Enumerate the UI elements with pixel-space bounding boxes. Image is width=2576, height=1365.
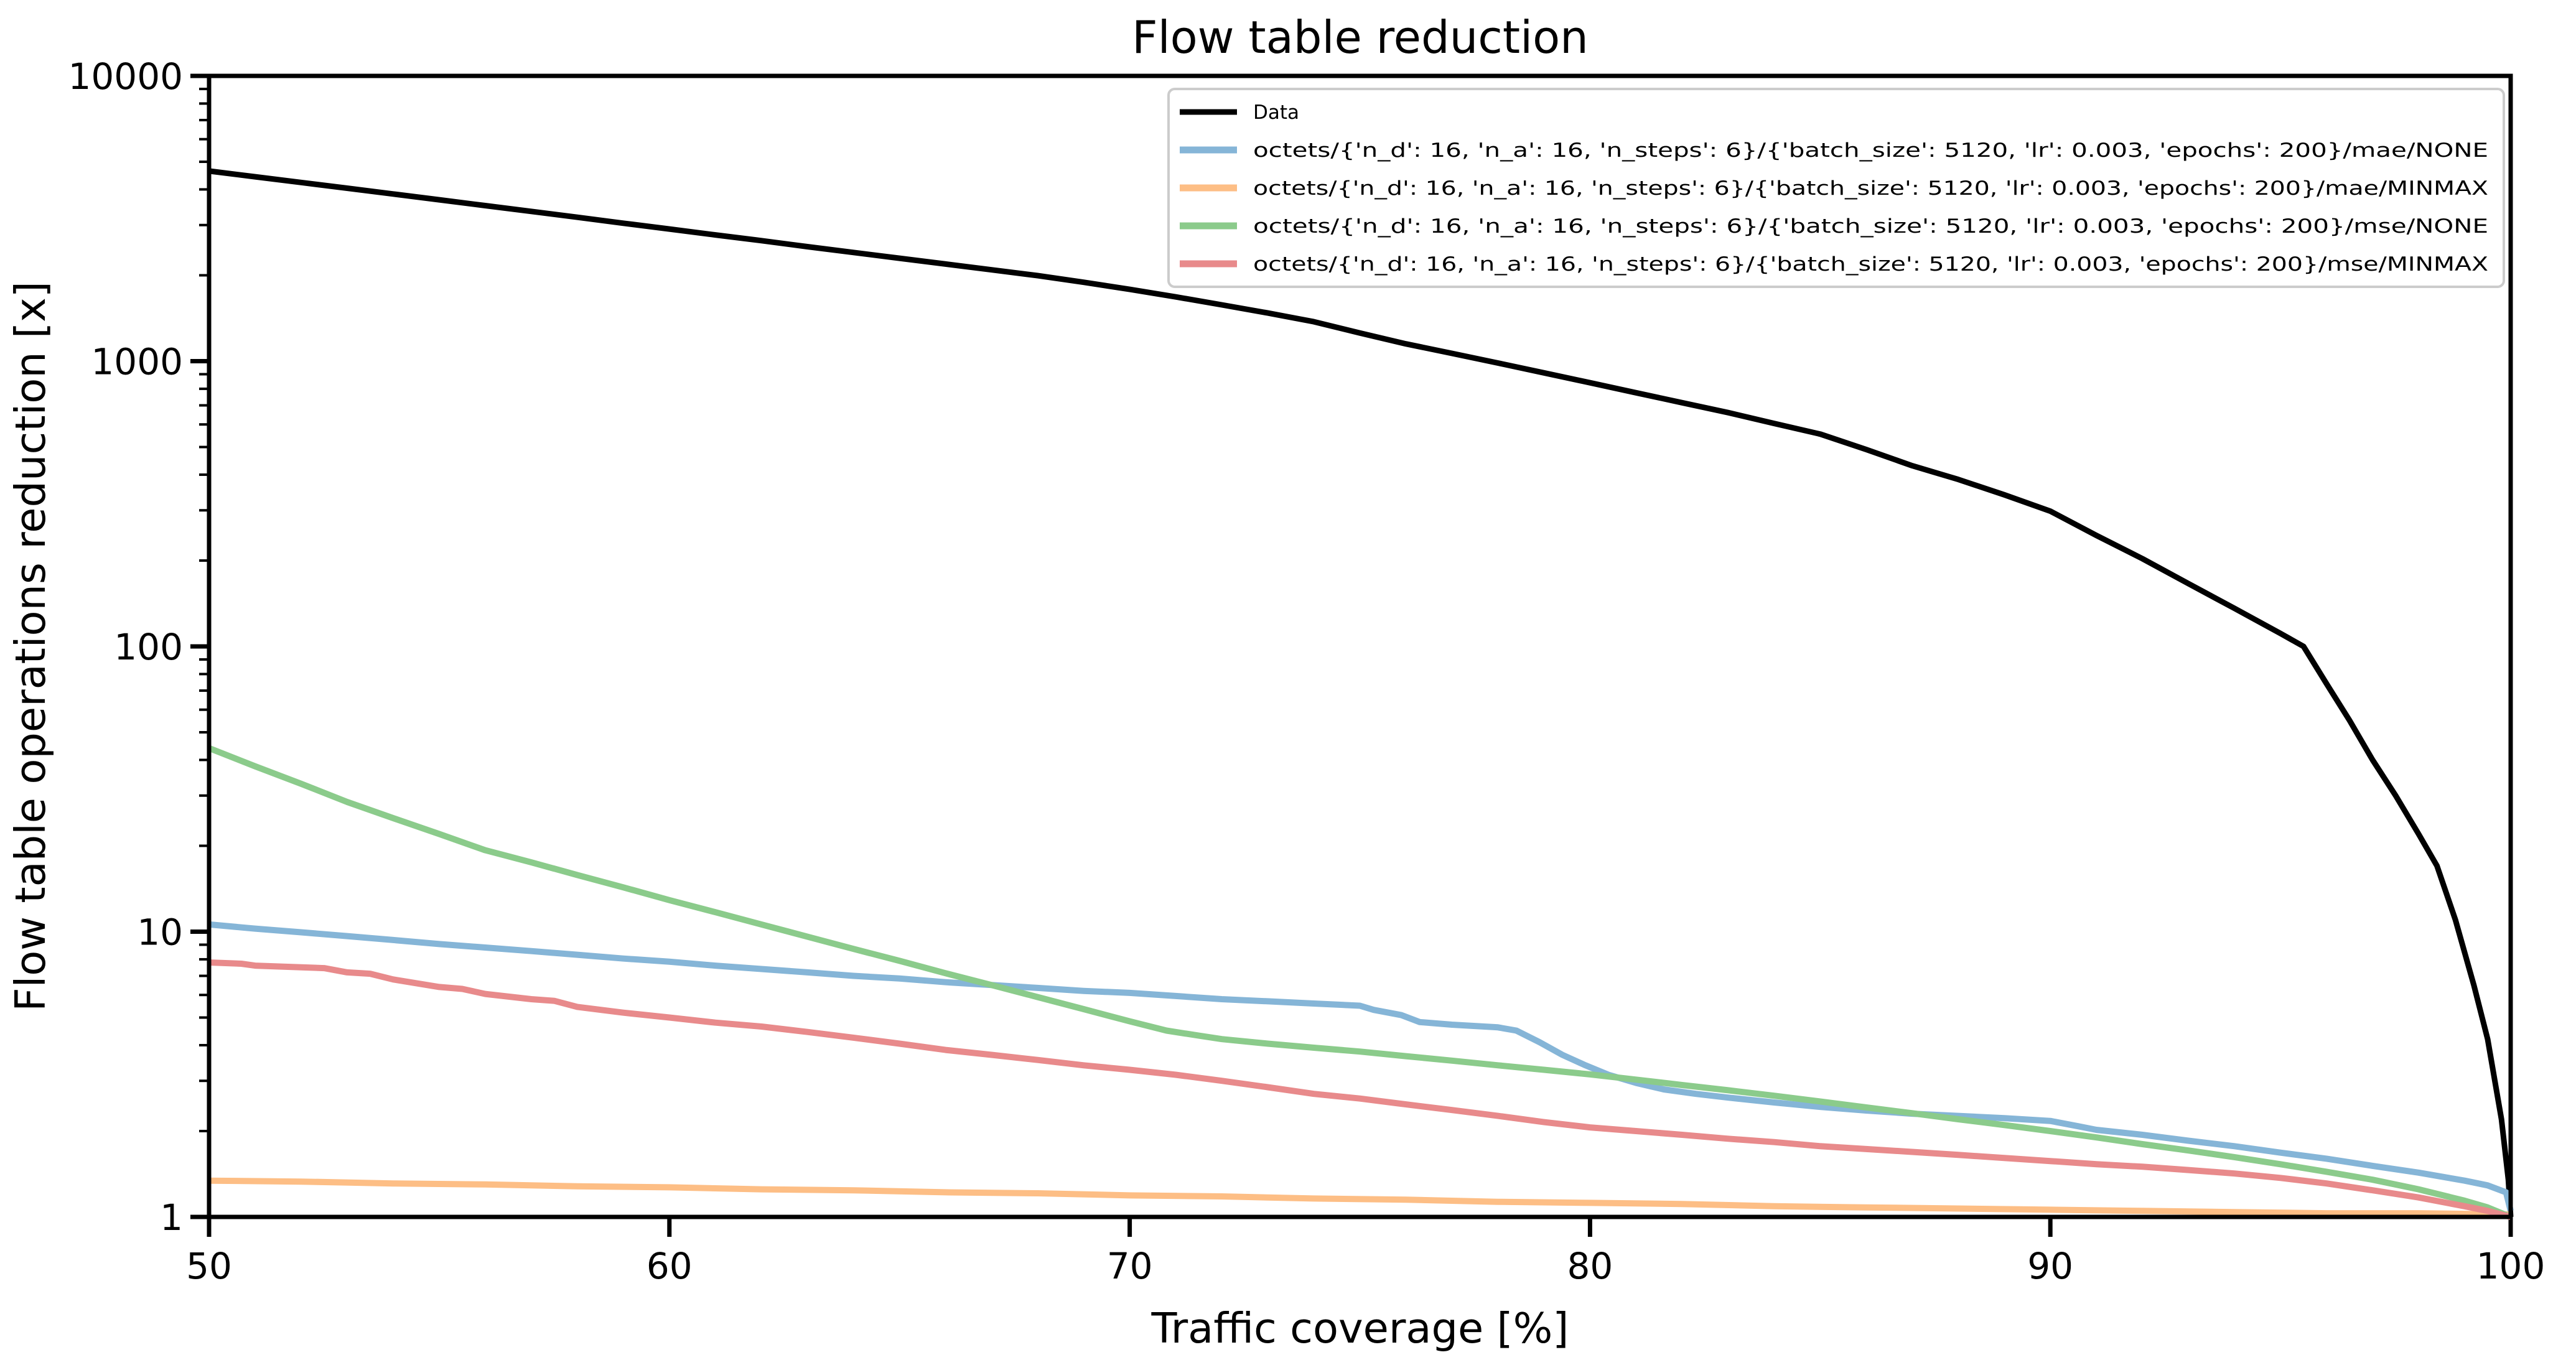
y-tick-label: 1 (160, 1196, 183, 1239)
legend-item: octets/{'n_d': 16, 'n_a': 16, 'n_steps':… (1180, 253, 2488, 276)
series-line-mse-none (208, 745, 2512, 1220)
x-tick-label: 60 (646, 1245, 693, 1287)
series-line-mae-none (208, 921, 2514, 1212)
legend-item: octets/{'n_d': 16, 'n_a': 16, 'n_steps':… (1180, 177, 2488, 200)
legend-item: octets/{'n_d': 16, 'n_a': 16, 'n_steps':… (1180, 215, 2488, 238)
plot-spines (207, 73, 2513, 1219)
y-axis-label: Flow table operations reduction [x] (6, 281, 55, 1012)
legend-item-label: octets/{'n_d': 16, 'n_a': 16, 'n_steps':… (1253, 139, 2488, 162)
legend-item-label: octets/{'n_d': 16, 'n_a': 16, 'n_steps':… (1253, 253, 2488, 276)
legend-item-label: Data (1253, 101, 1299, 124)
y-tick-label: 100 (114, 626, 183, 668)
y-tick-label: 10 (137, 911, 183, 954)
y-tick-label: 10000 (68, 55, 183, 98)
x-axis-label: Traffic coverage [%] (1151, 1304, 1569, 1353)
x-tick-label: 70 (1107, 1245, 1153, 1287)
axis-ticks: 1 10 100 1000 10000 50 60 70 80 90 100 (68, 55, 2545, 1287)
x-tick-label: 100 (2476, 1245, 2546, 1287)
data-series (208, 168, 2514, 1220)
legend-item: Data (1180, 101, 1299, 124)
x-tick-label: 90 (2027, 1245, 2073, 1287)
axes-box (207, 73, 2513, 1219)
legend: Data octets/{'n_d': 16, 'n_a': 16, 'n_ste… (1167, 88, 2505, 288)
chart-title: Flow table reduction (1132, 11, 1589, 63)
y-tick-label: 1000 (91, 341, 183, 383)
legend-item-label: octets/{'n_d': 16, 'n_a': 16, 'n_steps':… (1253, 215, 2488, 238)
series-line-mae-minmax (208, 1177, 2511, 1218)
x-tick-label: 50 (186, 1245, 232, 1287)
series-line-data (208, 168, 2514, 1218)
legend-item-label: octets/{'n_d': 16, 'n_a': 16, 'n_steps':… (1253, 177, 2488, 200)
legend-item: octets/{'n_d': 16, 'n_a': 16, 'n_steps':… (1180, 139, 2488, 162)
legend-box (1167, 88, 2505, 288)
series-line-mse-minmax (208, 959, 2512, 1220)
x-tick-label: 80 (1567, 1245, 1613, 1287)
